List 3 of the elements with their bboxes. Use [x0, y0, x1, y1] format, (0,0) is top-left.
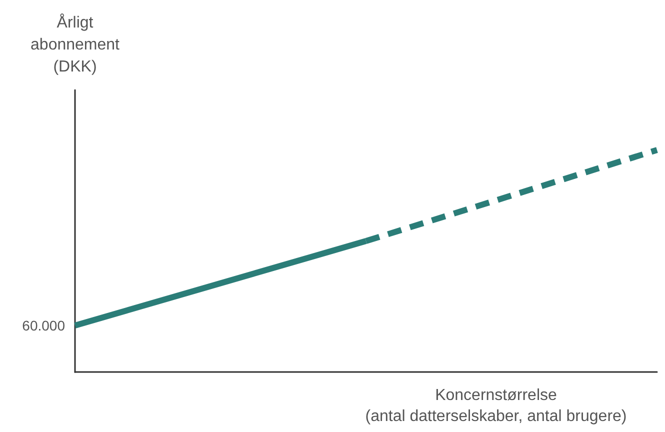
text: 60.000: [22, 317, 66, 334]
x-axis-title: Koncernstørrelse (antal datterselskaber, antal brugere): [365, 387, 627, 425]
y-axis-title: Årligt abonnement (DKK): [30, 14, 120, 76]
